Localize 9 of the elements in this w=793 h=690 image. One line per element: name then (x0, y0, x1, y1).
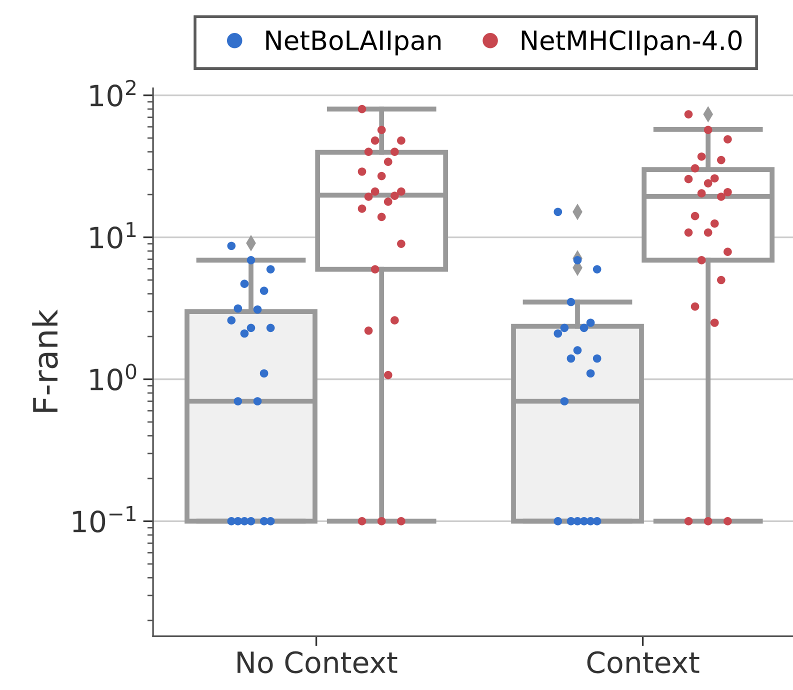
x-tick-label: No Context (238, 651, 398, 674)
y-tick-label: 10$^{0}$ (90, 364, 136, 391)
legend-label: NetBoLAIIpan (266, 30, 441, 56)
y-tick-label: 10$^{1}$ (90, 222, 136, 249)
y-axis-title: F-rank (32, 309, 58, 412)
legend-label: NetMHCIIpan-4.0 (522, 30, 742, 56)
y-tick-label: 10$^{−1}$ (73, 506, 136, 533)
y-tick-label: 10$^{2}$ (90, 80, 136, 107)
x-tick-label: Context (587, 651, 700, 674)
